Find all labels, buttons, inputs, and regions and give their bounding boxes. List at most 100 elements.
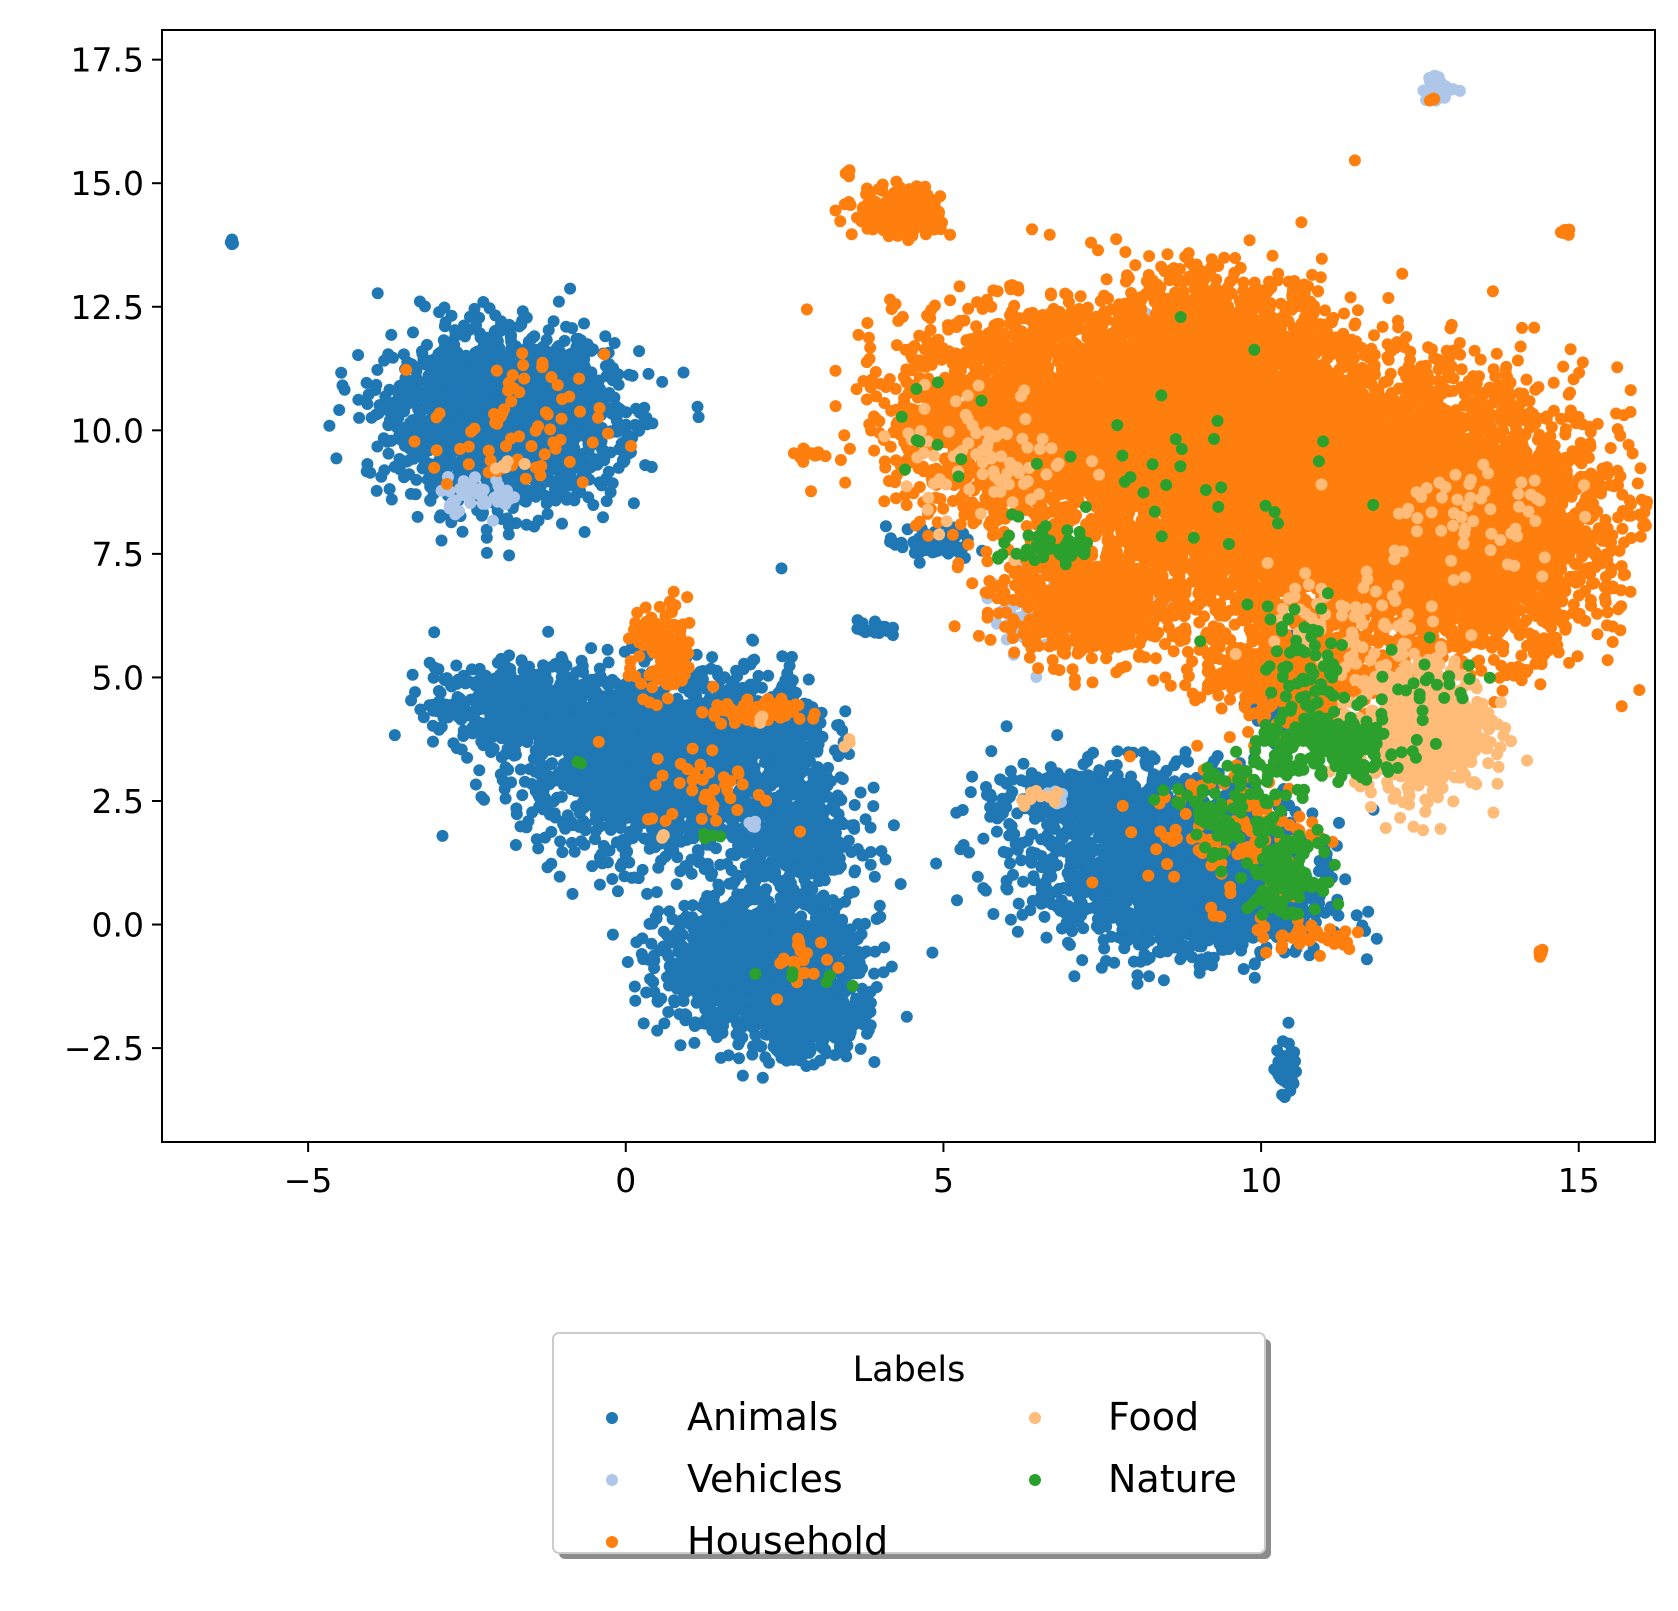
point-animals — [642, 367, 655, 380]
point-animals — [413, 295, 426, 308]
point-animals — [612, 378, 625, 391]
point-animals — [426, 719, 439, 732]
point-animals — [520, 821, 533, 834]
point-animals — [579, 821, 592, 834]
point-animals — [798, 758, 811, 771]
point-animals — [450, 659, 463, 672]
point-animals — [409, 686, 421, 699]
point-animals — [436, 829, 449, 842]
point-animals — [810, 725, 823, 738]
point-animals — [487, 742, 500, 755]
point-animals — [670, 878, 683, 891]
point-animals — [545, 857, 558, 870]
point-animals — [500, 350, 513, 363]
point-animals — [590, 689, 603, 702]
point-animals — [791, 781, 804, 794]
point-animals — [606, 673, 619, 686]
point-animals — [746, 734, 759, 746]
point-animals — [537, 698, 550, 710]
point-animals — [600, 692, 613, 705]
point-animals — [471, 345, 484, 358]
point-animals — [578, 317, 590, 330]
point-animals — [371, 363, 384, 376]
point-animals — [692, 411, 705, 424]
point-animals — [626, 369, 639, 382]
point-animals — [569, 684, 582, 697]
point-animals — [640, 736, 653, 749]
point-animals — [510, 517, 523, 530]
point-animals — [397, 348, 410, 361]
point-animals — [556, 653, 569, 666]
point-animals — [537, 803, 550, 816]
point-animals — [593, 878, 606, 891]
point-animals — [422, 426, 435, 439]
point-animals — [633, 424, 646, 437]
point-animals — [582, 368, 595, 381]
point-animals — [476, 368, 489, 381]
point-animals — [522, 335, 535, 348]
point-animals — [428, 626, 441, 639]
point-animals — [406, 668, 419, 681]
point-animals — [477, 506, 489, 519]
point-animals — [588, 706, 601, 719]
point-animals — [775, 562, 788, 575]
point-animals — [389, 395, 402, 408]
point-animals — [438, 320, 451, 333]
point-animals — [534, 480, 547, 493]
point-animals — [371, 440, 384, 453]
point-animals — [602, 768, 615, 781]
point-animals — [566, 887, 579, 900]
point-animals — [416, 345, 428, 358]
point-animals — [864, 821, 877, 834]
point-animals — [440, 419, 453, 432]
point-animals — [487, 730, 500, 743]
point-animals — [606, 735, 619, 748]
point-animals — [726, 731, 739, 744]
point-animals — [839, 705, 852, 718]
point-animals — [475, 790, 488, 803]
point-animals — [811, 744, 824, 757]
point-animals — [634, 754, 647, 767]
point-animals — [400, 455, 413, 468]
point-animals — [352, 393, 365, 406]
point-animals — [602, 465, 615, 478]
point-animals — [509, 839, 522, 851]
point-animals — [533, 716, 546, 729]
point-animals — [435, 534, 448, 547]
point-animals — [454, 674, 467, 687]
point-animals — [534, 778, 547, 790]
point-animals — [523, 660, 535, 673]
point-animals — [323, 419, 336, 432]
point-animals — [662, 741, 675, 754]
point-animals — [338, 383, 351, 396]
point-animals — [360, 465, 373, 478]
point-animals — [547, 795, 560, 808]
point-animals — [505, 420, 518, 433]
point-animals — [461, 751, 474, 764]
point-animals — [609, 700, 622, 713]
point-animals — [645, 461, 658, 473]
point-animals — [466, 727, 479, 740]
point-animals — [567, 430, 580, 443]
point-animals — [772, 728, 785, 741]
point-animals — [560, 726, 573, 739]
point-animals — [439, 350, 451, 363]
point-animals — [618, 753, 631, 766]
point-animals — [664, 730, 677, 743]
point-animals — [468, 713, 481, 726]
point-animals — [664, 704, 677, 717]
point-animals — [481, 720, 494, 733]
point-animals — [645, 831, 658, 844]
point-animals — [575, 361, 587, 374]
point-animals — [335, 366, 348, 379]
point-animals — [410, 365, 423, 378]
point-animals — [541, 508, 554, 520]
point-animals — [503, 649, 516, 662]
point-animals — [683, 821, 696, 833]
point-animals — [867, 781, 880, 794]
point-animals — [600, 808, 613, 821]
point-animals — [677, 366, 690, 379]
point-animals — [652, 861, 665, 874]
point-animals — [503, 549, 516, 562]
point-animals — [790, 686, 802, 699]
